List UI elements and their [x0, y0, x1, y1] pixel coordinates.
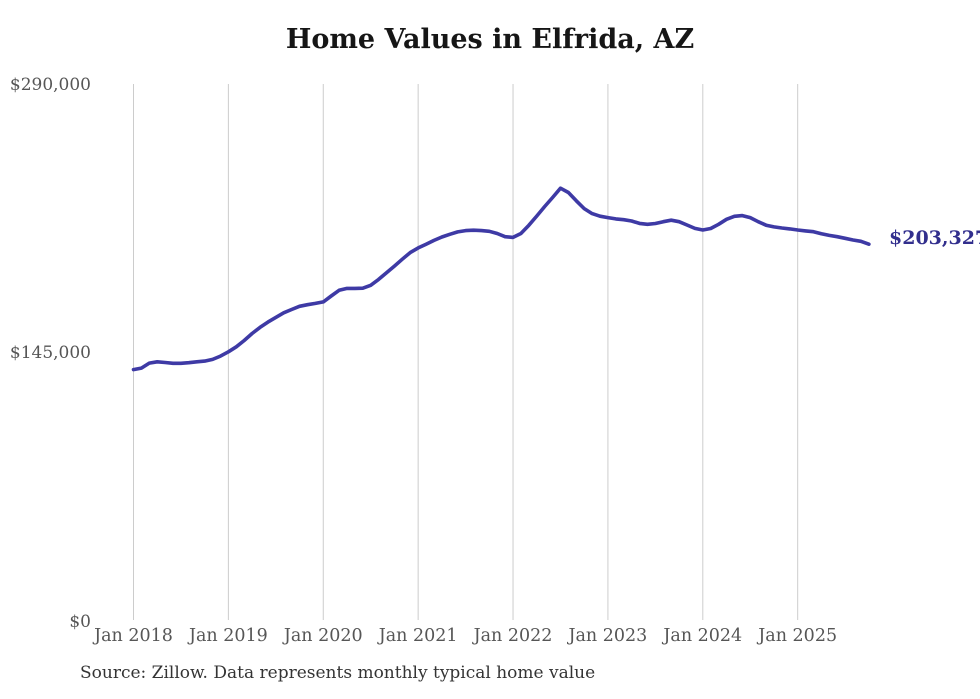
- x-axis-label: Jan 2025: [758, 626, 838, 646]
- series-end-value-label: $203,327: [889, 227, 980, 249]
- x-axis-label: Jan 2018: [94, 626, 173, 646]
- page-title: Home Values in Elfrida, AZ: [285, 24, 695, 55]
- y-axis-label: $145,000: [9, 343, 91, 363]
- source-note: Source: Zillow. Data represents monthly …: [80, 663, 596, 683]
- x-axis-label: Jan 2020: [283, 626, 363, 646]
- x-axis-label: Jan 2019: [188, 626, 268, 646]
- x-axis-label: Jan 2021: [378, 626, 458, 646]
- home-value-series-line: [131, 186, 871, 372]
- y-axis-label: $0: [69, 612, 91, 632]
- x-axis-label: Jan 2022: [473, 626, 553, 646]
- y-axis-label: $290,000: [9, 75, 91, 95]
- x-axis-label: Jan 2024: [663, 626, 743, 646]
- x-axis-label: Jan 2023: [568, 626, 648, 646]
